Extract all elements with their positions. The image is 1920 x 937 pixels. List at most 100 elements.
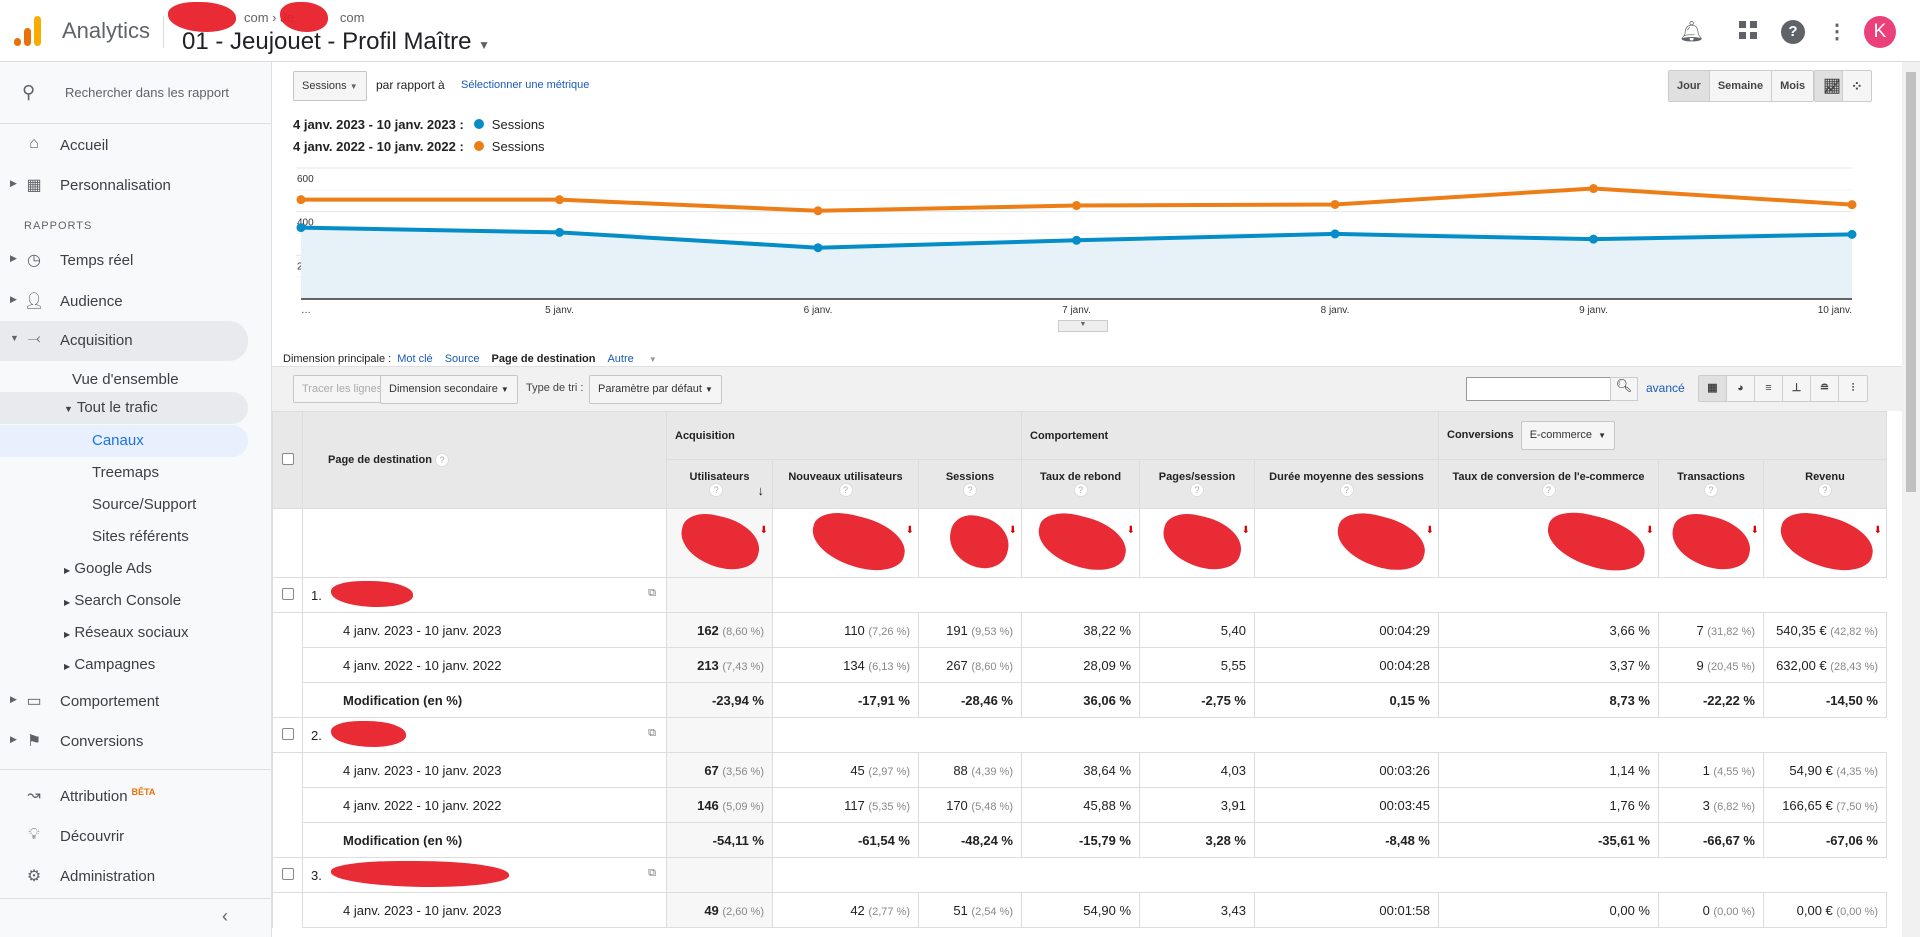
sidebar-item-audience[interactable]: ▶ 👤︎ Audience [0,282,248,320]
sidebar-item-conversions[interactable]: ▶ ⚑ Conversions [0,722,248,760]
dimension-landing-page[interactable]: Page de destination [491,353,596,365]
row-checkbox[interactable] [281,587,294,600]
dimension-other[interactable]: Autre ▼ [607,353,668,365]
column-header[interactable]: Nouveaux utilisateurs? [772,459,919,509]
column-header[interactable]: Taux de rebond? [1021,459,1140,509]
landing-page-cell[interactable]: 1. ⧉ [302,577,667,613]
open-link-icon[interactable]: ⧉ [648,867,656,879]
dimension-keyword[interactable]: Mot clé [397,353,433,365]
sidebar-item-campaigns[interactable]: ▶ Campagnes [0,649,248,681]
comparison-view-icon[interactable]: ⊥ [1783,376,1811,401]
column-header[interactable]: Pages/session? [1139,459,1255,509]
sort-type-dropdown[interactable]: Paramètre par défaut ▼ [589,375,722,404]
table-view-icon[interactable]: ▦ [1699,376,1727,401]
search-input[interactable]: Rechercher dans les rapport [65,85,230,100]
column-header[interactable]: Durée moyenne des sessions? [1254,459,1439,509]
granularity-month[interactable]: Mois [1780,80,1806,92]
search-icon[interactable]: 🔍︎ [1610,377,1638,401]
attribution-icon: ↝ [27,787,41,804]
sidebar-item-overview[interactable]: Vue d'ensemble [0,364,248,396]
select-metric-link[interactable]: Sélectionner une métrique [461,79,590,91]
label: Comportement [60,693,160,710]
sidebar-item-treemaps[interactable]: Treemaps [0,457,248,489]
view-selector[interactable]: 01 - Jeujouet - Profil Maître ▼ [182,28,490,56]
cell [272,717,303,753]
help-icon[interactable]: ? [963,483,977,497]
collapse-sidebar-icon[interactable]: ‹ [222,906,228,926]
table-search-input[interactable] [1466,377,1611,401]
report-search[interactable]: ⚲ Rechercher dans les rapport [0,62,272,124]
open-link-icon[interactable]: ⧉ [648,587,656,599]
data-point [1330,229,1340,239]
sidebar-item-attribution[interactable]: ↝ Attribution BÊTA [0,776,248,814]
x-tick-label: 6 janv. [804,305,833,316]
sidebar-item-home[interactable]: ⌂ Accueil [0,126,248,164]
column-header[interactable]: Transactions? [1658,459,1764,509]
sort-type-label: Type de tri : [526,382,584,394]
granularity-week[interactable]: Semaine [1710,71,1773,101]
sidebar-item-search-console[interactable]: ▶ Search Console [0,585,248,617]
sidebar-item-referrals[interactable]: Sites référents [0,521,248,553]
plot-rows-button[interactable]: Tracer les lignes [293,375,392,403]
breadcrumb-account[interactable]: com [244,10,269,25]
help-icon[interactable]: ? [838,483,853,497]
bar-view-icon[interactable]: ≡ [1755,376,1783,401]
metric-dropdown[interactable]: Sessions ▼ [293,71,367,101]
row-checkbox[interactable] [281,867,294,880]
select-all-checkbox[interactable] [281,452,294,465]
pie-view-icon[interactable]: ◕ [1727,376,1755,401]
dimension-source[interactable]: Source [444,353,480,365]
metric-cell: 38,64 % [1021,752,1140,788]
metric-cell: 110 (7,26 %) [772,612,919,648]
dimension-header[interactable]: Page de destination ? [302,411,667,509]
sidebar-item-realtime[interactable]: ▶ ◷ Temps réel [0,241,248,279]
sidebar-item-channels[interactable]: Canaux [0,425,248,457]
help-icon[interactable]: ? [1818,483,1832,497]
bell-icon[interactable]: 🔔︎ [1679,21,1705,43]
sidebar-item-behavior[interactable]: ▶ ▭ Comportement [0,682,248,720]
pivot-view-icon[interactable]: ⫶ [1851,382,1855,394]
help-icon[interactable]: ? [1190,483,1204,497]
column-header[interactable]: Sessions? [918,459,1022,509]
help-icon[interactable]: ? [1704,483,1718,497]
column-header[interactable]: Utilisateurs? ↓ [666,459,773,509]
help-icon[interactable]: ? [1339,483,1354,497]
row-checkbox[interactable] [281,727,294,740]
sidebar-item-discover[interactable]: 💡︎ Découvrir [0,817,248,855]
advanced-filter-link[interactable]: avancé [1646,381,1685,395]
secondary-dimension-dropdown[interactable]: Dimension secondaire ▼ [380,375,518,404]
chart-resize-handle[interactable]: ▼ [1058,320,1108,332]
landing-page-cell[interactable]: 2. ⧉ [302,717,667,753]
conversion-type-dropdown[interactable]: E-commerce ▼ [1520,421,1616,450]
column-header[interactable]: Revenu? [1763,459,1887,509]
data-point [813,206,823,216]
scrollbar-thumb[interactable] [1906,72,1916,492]
granularity-day[interactable]: Jour [1669,71,1710,101]
sort-desc-icon[interactable]: ↓ [757,482,765,498]
help-icon[interactable]: ? [1541,483,1556,497]
more-vert-icon[interactable]: ⋮ [1827,21,1847,43]
apps-grid-icon[interactable] [1736,20,1760,44]
sidebar-item-acquisition[interactable]: ▼ ⤙ Acquisition [0,321,248,361]
help-icon[interactable]: ? [1073,483,1088,497]
term-cloud-icon[interactable]: ≘ [1811,376,1839,401]
column-header[interactable]: Taux de conversion de l'e-commerce? [1438,459,1659,509]
landing-page-cell[interactable]: 3. ⧉ [302,857,667,893]
sidebar-item-source-medium[interactable]: Source/Support [0,489,248,521]
line-chart-icon[interactable]: 📈︎ [1815,71,1843,101]
sidebar-item-all-traffic[interactable]: ▼ Tout le trafic [0,392,248,424]
metric-value: 1,76 % [1609,797,1650,813]
sidebar-item-customization[interactable]: ▶ ▦ Personnalisation [0,166,248,204]
sidebar-item-admin[interactable]: ⚙ Administration [0,857,248,895]
metric-value: -8,48 % [1385,832,1430,848]
avatar[interactable]: K [1864,16,1896,48]
sidebar-item-google-ads[interactable]: ▶ Google Ads [0,553,248,585]
metric-value: 0,00 € [1796,902,1833,918]
help-icon[interactable]: ? [1781,20,1805,44]
motion-chart-icon[interactable]: ⁘ [1851,78,1863,94]
sidebar-item-social[interactable]: ▶ Réseaux sociaux [0,617,248,649]
help-icon[interactable]: ? [434,453,449,467]
help-icon[interactable]: ? [709,482,724,497]
page-scrollbar[interactable] [1902,62,1920,937]
open-link-icon[interactable]: ⧉ [648,727,656,739]
